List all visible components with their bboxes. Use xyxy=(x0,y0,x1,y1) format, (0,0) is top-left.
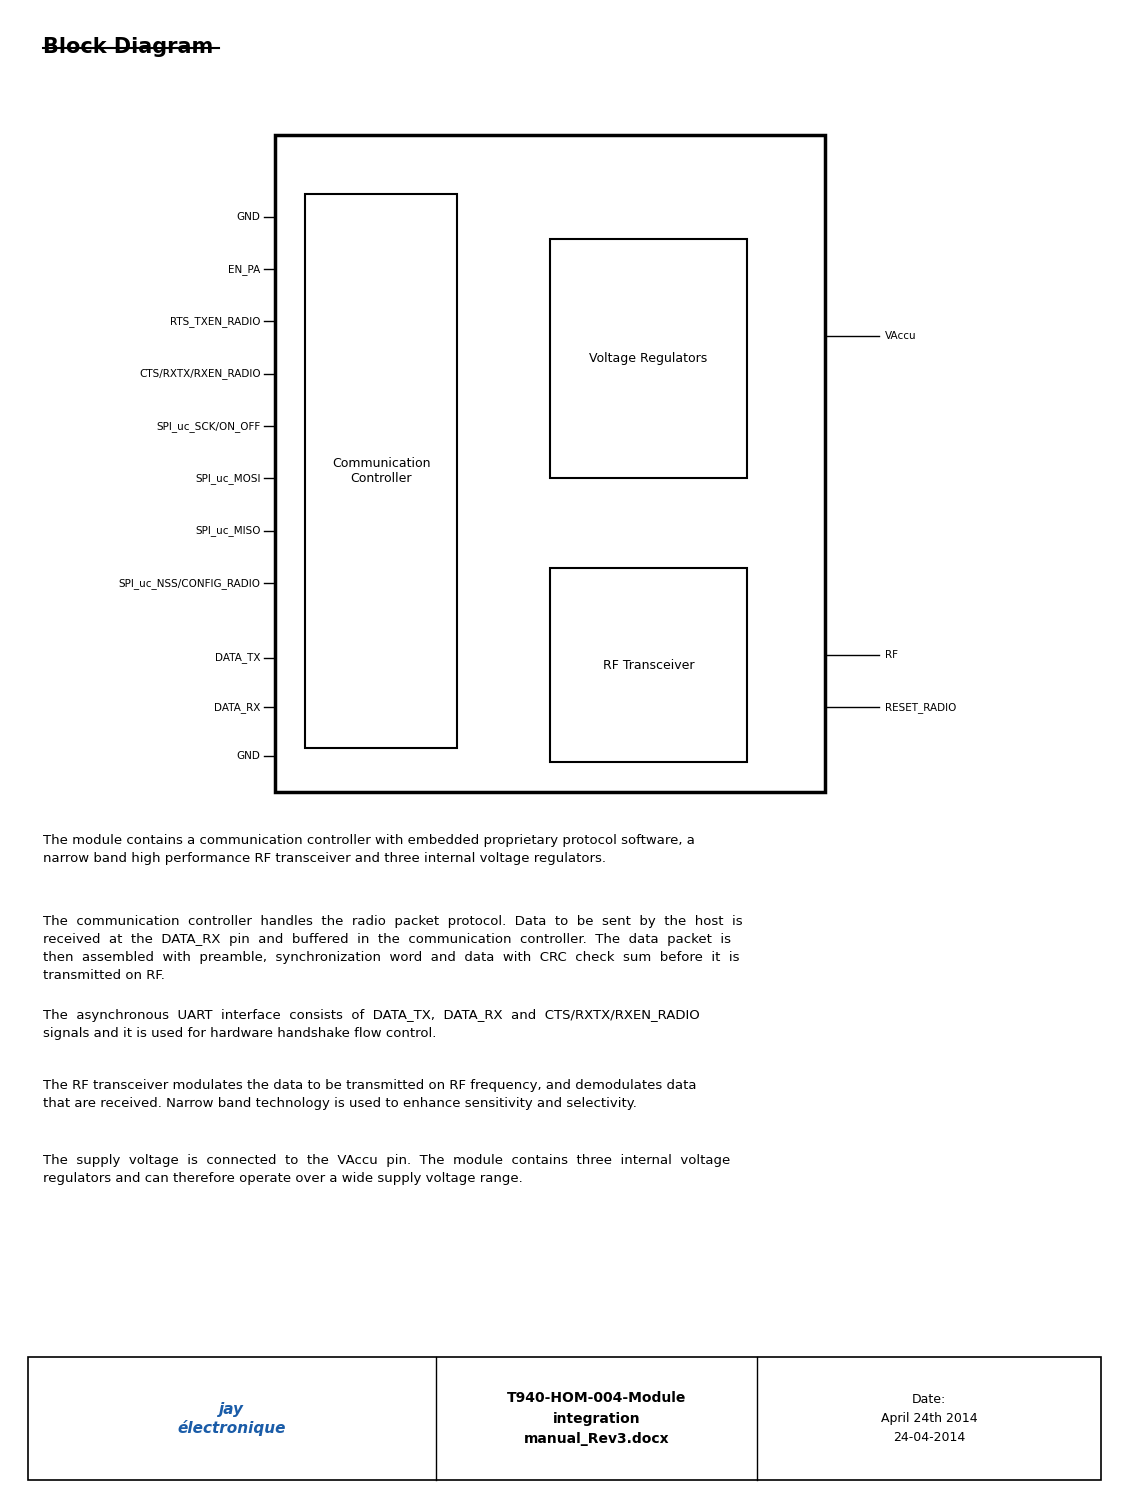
Text: EN_PA: EN_PA xyxy=(228,263,261,275)
Text: The RF transceiver modulates the data to be transmitted on RF frequency, and dem: The RF transceiver modulates the data to… xyxy=(43,1079,696,1111)
Text: Date:
April 24th 2014
24-04-2014: Date: April 24th 2014 24-04-2014 xyxy=(880,1393,977,1444)
Bar xyxy=(28,1357,1101,1480)
Text: The  communication  controller  handles  the  radio  packet  protocol.  Data  to: The communication controller handles the… xyxy=(43,915,742,982)
Bar xyxy=(550,568,747,762)
Text: Block Diagram: Block Diagram xyxy=(43,37,213,57)
Text: T940-HOM-004-Module
integration
manual_Rev3.docx: T940-HOM-004-Module integration manual_R… xyxy=(506,1392,686,1446)
Text: The  supply  voltage  is  connected  to  the  VAccu  pin.  The  module  contains: The supply voltage is connected to the V… xyxy=(43,1154,730,1186)
Bar xyxy=(550,239,747,478)
Bar xyxy=(305,194,457,748)
Text: SPI_uc_MISO: SPI_uc_MISO xyxy=(195,525,261,537)
Text: DATA_TX: DATA_TX xyxy=(214,652,261,664)
Bar xyxy=(275,135,825,792)
Text: RTS_TXEN_RADIO: RTS_TXEN_RADIO xyxy=(170,315,261,327)
Text: CTS/RXTX/RXEN_RADIO: CTS/RXTX/RXEN_RADIO xyxy=(139,368,261,380)
Text: VAccu: VAccu xyxy=(885,332,916,341)
Text: The module contains a communication controller with embedded proprietary protoco: The module contains a communication cont… xyxy=(43,834,694,866)
Text: SPI_uc_MOSI: SPI_uc_MOSI xyxy=(195,472,261,484)
Text: jay
électronique: jay électronique xyxy=(177,1402,286,1435)
Text: RESET_RADIO: RESET_RADIO xyxy=(885,701,957,713)
Text: GND: GND xyxy=(237,212,261,221)
Text: SPI_uc_SCK/ON_OFF: SPI_uc_SCK/ON_OFF xyxy=(156,420,261,432)
Text: RF Transceiver: RF Transceiver xyxy=(603,659,694,671)
Text: RF: RF xyxy=(885,650,898,659)
Text: GND: GND xyxy=(237,752,261,761)
Text: SPI_uc_NSS/CONFIG_RADIO: SPI_uc_NSS/CONFIG_RADIO xyxy=(119,577,261,589)
Text: The  asynchronous  UART  interface  consists  of  DATA_TX,  DATA_RX  and  CTS/RX: The asynchronous UART interface consists… xyxy=(43,1009,700,1041)
Text: Communication
Controller: Communication Controller xyxy=(332,457,430,484)
Text: DATA_RX: DATA_RX xyxy=(214,701,261,713)
Text: Voltage Regulators: Voltage Regulators xyxy=(590,353,707,365)
